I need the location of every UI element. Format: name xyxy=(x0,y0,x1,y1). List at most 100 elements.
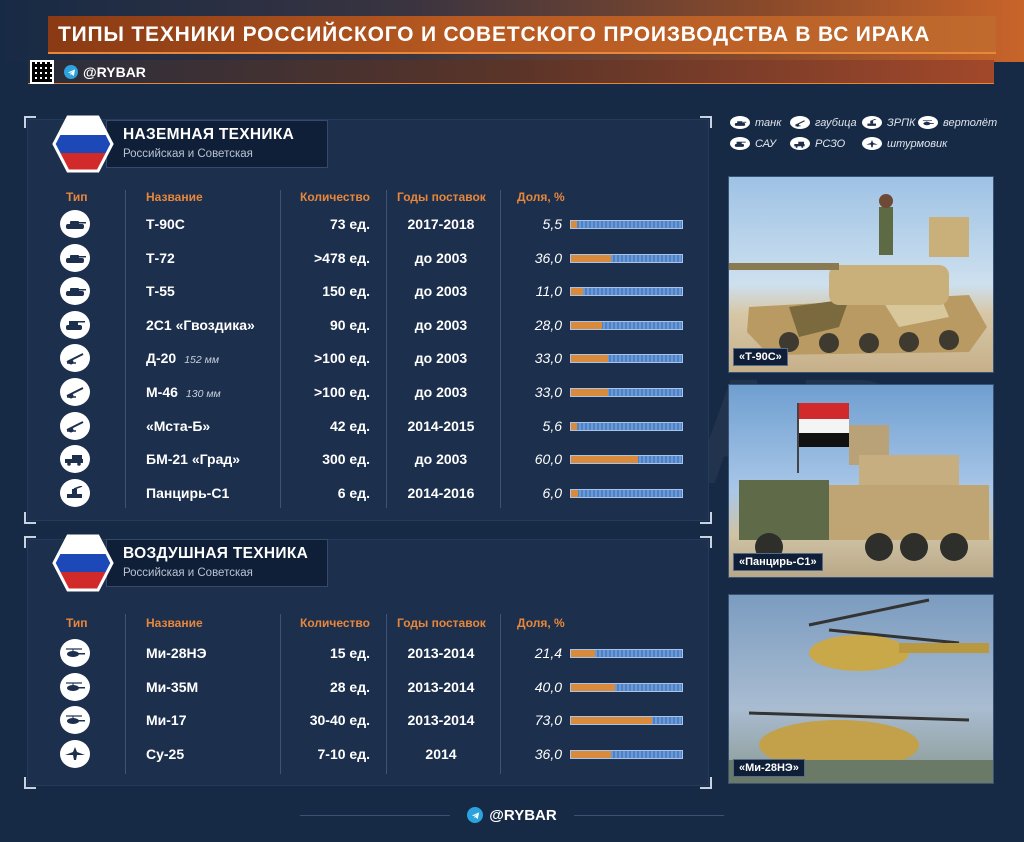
quantity: 7-10 ед. xyxy=(317,745,370,762)
equipment-name-text: Д-20 xyxy=(146,350,177,367)
share-bar xyxy=(570,455,683,465)
delivery-years: 2017-2018 xyxy=(407,216,475,232)
telegram-icon xyxy=(64,65,78,79)
footer-handle-label: @RYBAR xyxy=(489,806,557,824)
table-row: Су-25 7-10 ед. 2014 36,0 xyxy=(56,738,696,770)
share-bar xyxy=(570,320,683,330)
spg-icon xyxy=(730,137,750,150)
equipment-name-text: Панцирь-С1 xyxy=(146,484,230,501)
air-title: ВОЗДУШНАЯ ТЕХНИКА xyxy=(123,545,309,562)
corner-bracket xyxy=(700,777,712,789)
helicopter-icon xyxy=(60,706,90,735)
page-title: ТИПЫ ТЕХНИКИ РОССИЙСКОГО И СОВЕТСКОГО ПР… xyxy=(58,23,931,46)
table-row: Т-72 >478 ед. до 2003 36,0 xyxy=(56,242,696,274)
helicopter-illustration xyxy=(729,598,993,783)
column-divider xyxy=(125,614,126,774)
quantity: 300 ед. xyxy=(322,451,370,468)
delivery-years: до 2003 xyxy=(414,350,468,367)
column-divider xyxy=(280,190,281,508)
quantity: 150 ед. xyxy=(322,283,370,300)
column-divider xyxy=(280,614,281,774)
table-row: Панцирь-С1 6 ед. 2014-2016 6,0 xyxy=(56,477,696,509)
column-divider xyxy=(125,190,126,508)
delivery-years: до 2003 xyxy=(414,451,468,468)
ground-subtitle: Российская и Советская xyxy=(123,148,253,160)
pantsir-illustration xyxy=(739,403,989,561)
air-col-type: Тип xyxy=(66,616,88,630)
legend-label: ЗРПК xyxy=(887,116,916,129)
quantity: 15 ед. xyxy=(329,645,370,661)
air-col-share: Доля, % xyxy=(517,616,565,630)
russia-flag-icon xyxy=(52,532,114,594)
tank-illustration xyxy=(729,194,987,355)
ground-panel xyxy=(24,116,712,524)
footer-handle[interactable]: @RYBAR xyxy=(0,800,1024,830)
share-percent: 36,0 xyxy=(534,249,562,266)
equipment-name: «Мста-Б» xyxy=(146,418,210,434)
share-percent: 11,0 xyxy=(535,283,562,300)
helicopter-icon xyxy=(60,639,90,667)
tank-icon xyxy=(60,210,90,238)
howitzer-icon xyxy=(790,116,810,129)
share-bar xyxy=(570,253,683,263)
share-bar-fill xyxy=(571,750,611,758)
equipment-name: БМ-21 «Град» xyxy=(146,451,240,467)
table-row: Т-90С 73 ед. 2017-2018 5,5 xyxy=(56,208,696,240)
delivery-years: 2013-2014 xyxy=(407,712,475,729)
legend-item: ЗРПК xyxy=(862,116,916,129)
air-col-qty: Количество xyxy=(300,616,370,630)
tank-icon xyxy=(60,277,90,306)
photo-mi28: «Ми-28НЭ» xyxy=(728,594,994,784)
equipment-name-text: Су-25 xyxy=(146,745,185,762)
share-percent: 40,0 xyxy=(534,678,562,695)
equipment-name-text: Т-90С xyxy=(146,216,185,232)
share-percent: 28,0 xyxy=(534,316,562,333)
helicopter-icon xyxy=(918,116,938,129)
equipment-name: Т-72 xyxy=(146,250,175,266)
table-row: Д-20 152 мм >100 ед. до 2003 33,0 xyxy=(56,342,696,374)
share-bar xyxy=(570,682,683,692)
equipment-name-text: БМ-21 «Град» xyxy=(146,451,241,468)
share-percent: 73,0 xyxy=(534,712,562,729)
telegram-icon xyxy=(467,807,484,823)
mlrs-icon xyxy=(790,137,810,150)
qr-code-icon[interactable] xyxy=(30,60,54,84)
equipment-name: М-46 130 мм xyxy=(146,384,221,400)
legend-item: гаубица xyxy=(790,116,857,129)
legend-label: гаубица xyxy=(815,116,857,129)
legend-item: штурмовик xyxy=(862,137,947,150)
howitzer-icon xyxy=(60,411,90,440)
caliber-note: 152 мм xyxy=(184,354,220,367)
quantity: >478 ед. xyxy=(314,249,370,266)
share-bar-fill xyxy=(571,456,638,464)
photo-pantsir: «Панцирь-С1» xyxy=(728,384,994,578)
share-percent: 60,0 xyxy=(534,451,562,468)
equipment-name: Ми-28НЭ xyxy=(146,645,207,661)
share-bar-fill xyxy=(571,355,608,363)
share-bar-fill xyxy=(571,254,611,262)
header-handle-label: @RYBAR xyxy=(83,64,146,80)
delivery-years: 2013-2014 xyxy=(407,678,475,695)
share-bar xyxy=(570,388,683,397)
table-row: М-46 130 мм >100 ед. до 2003 33,0 xyxy=(56,376,696,408)
title-bar: ТИПЫ ТЕХНИКИ РОССИЙСКОГО И СОВЕТСКОГО ПР… xyxy=(48,16,996,54)
handle-bar xyxy=(28,60,994,84)
equipment-name-text: Ми-28НЭ xyxy=(146,645,207,661)
legend-item: САУ xyxy=(730,137,776,150)
attack-aircraft-icon xyxy=(862,137,882,150)
ground-title: НАЗЕМНАЯ ТЕХНИКА xyxy=(123,126,295,143)
legend-label: вертолёт xyxy=(943,116,998,129)
equipment-name-text: Ми-35М xyxy=(146,678,199,695)
delivery-years: до 2003 xyxy=(414,283,468,300)
quantity: 6 ед. xyxy=(337,484,370,501)
header-handle[interactable]: @RYBAR xyxy=(64,64,146,80)
share-bar-fill xyxy=(571,321,603,329)
legend-item: вертолёт xyxy=(918,116,997,129)
ground-col-share: Доля, % xyxy=(517,190,565,204)
share-bar-fill xyxy=(571,717,653,725)
share-bar-fill xyxy=(571,650,595,657)
table-row: БМ-21 «Град» 300 ед. до 2003 60,0 xyxy=(56,443,696,475)
table-row: Ми-17 30-40 ед. 2013-2014 73,0 xyxy=(56,704,696,736)
footer-divider xyxy=(574,815,724,816)
equipment-name: Т-55 xyxy=(146,283,175,299)
